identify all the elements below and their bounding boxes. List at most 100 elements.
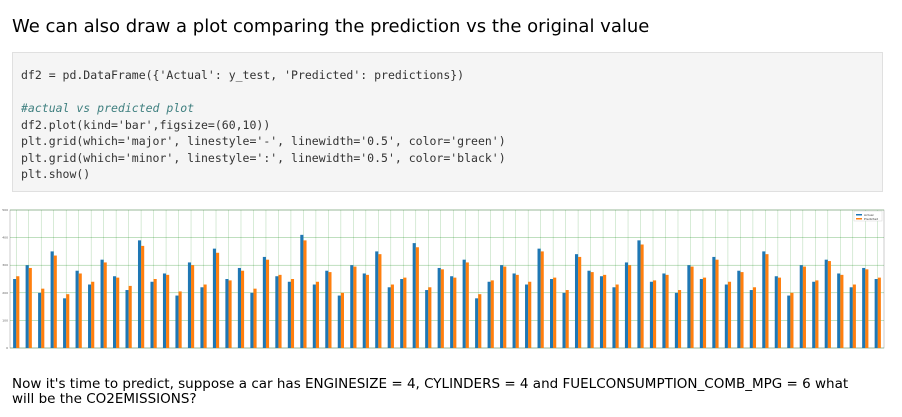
bar [649,281,654,348]
bar [203,284,207,348]
bar [540,251,544,348]
heading: We can also draw a plot comparing the pr… [12,16,650,37]
bar [303,240,307,348]
bar [228,280,232,348]
code-line: df2 = pd.DataFrame({'Actual': y_test, 'P… [21,68,465,82]
y-tick-label: 200 [2,291,8,295]
bar [265,259,270,348]
bar [287,281,291,348]
bar [702,277,707,348]
code-line: df2.plot(kind='bar',figsize=(60,10)) [21,117,271,132]
bar [562,292,566,348]
legend-swatch [856,214,862,216]
bar [225,279,229,348]
bar [737,270,741,348]
bar [799,265,803,348]
bar [25,265,29,348]
bar [253,288,257,348]
bar [340,292,344,348]
bar [877,277,881,348]
bar [612,287,616,348]
bar [624,262,629,348]
legend-label: Actual [864,213,874,217]
y-tick-label: 100 [2,318,8,322]
bar [41,288,45,348]
bar [415,247,419,348]
bar [715,259,719,348]
bar [16,276,20,348]
bar [100,259,104,348]
y-tick-label: 400 [2,236,8,240]
bar [849,287,853,348]
bar [874,279,878,348]
bar [328,272,332,348]
bar [450,276,454,348]
paragraph: Now it's time to predict, suppose a car … [12,376,849,407]
bar [425,290,429,348]
bar [512,273,516,348]
bar [537,248,541,348]
bar [66,294,70,348]
bar [862,267,866,348]
bar [387,287,391,348]
code-line: plt.grid(which='major', linestyle='-', l… [21,134,506,148]
bar [637,240,641,348]
legend-box [853,210,883,222]
bar [677,290,682,348]
bar [240,270,245,348]
bar [777,277,781,348]
bar [740,272,744,348]
bar [88,284,92,348]
bar [28,267,32,348]
bar [153,279,157,348]
bar [275,276,279,348]
bar [216,252,220,348]
bar [687,265,691,348]
bar [503,266,507,348]
bar [103,262,107,348]
bar [665,274,669,348]
bar [674,292,678,348]
bar [690,266,694,348]
bar [565,290,569,348]
bar [802,266,806,348]
bar [390,284,394,348]
bar [128,285,132,348]
bar [478,294,482,348]
bar [640,244,644,348]
bar [752,287,757,348]
bar [528,281,532,348]
bar [166,274,170,348]
bar [91,281,95,348]
bar [812,281,816,348]
bar [865,269,869,348]
bar [375,251,379,348]
bar [290,279,295,348]
code-comment: #actual vs predicted plot [21,101,195,115]
legend-swatch [856,218,862,220]
bar [462,259,466,348]
bar [628,265,632,348]
bar [200,287,204,348]
bar [191,265,195,348]
bar [774,276,778,348]
bar [237,267,241,348]
bar [116,277,120,348]
bar [250,292,254,348]
bar [840,274,844,348]
bar [378,254,382,348]
bar [412,243,416,348]
bar [525,284,529,348]
bar [125,290,129,348]
bar [837,273,841,348]
bar [749,290,753,348]
bar [428,287,432,348]
bar [75,270,79,348]
bar [212,248,217,348]
bar [699,279,703,348]
y-tick-label: 0 [6,346,8,350]
bar [362,273,366,348]
bar [400,279,404,348]
code-block: df2 = pd.DataFrame({'Actual': y_test, 'P… [12,52,883,192]
